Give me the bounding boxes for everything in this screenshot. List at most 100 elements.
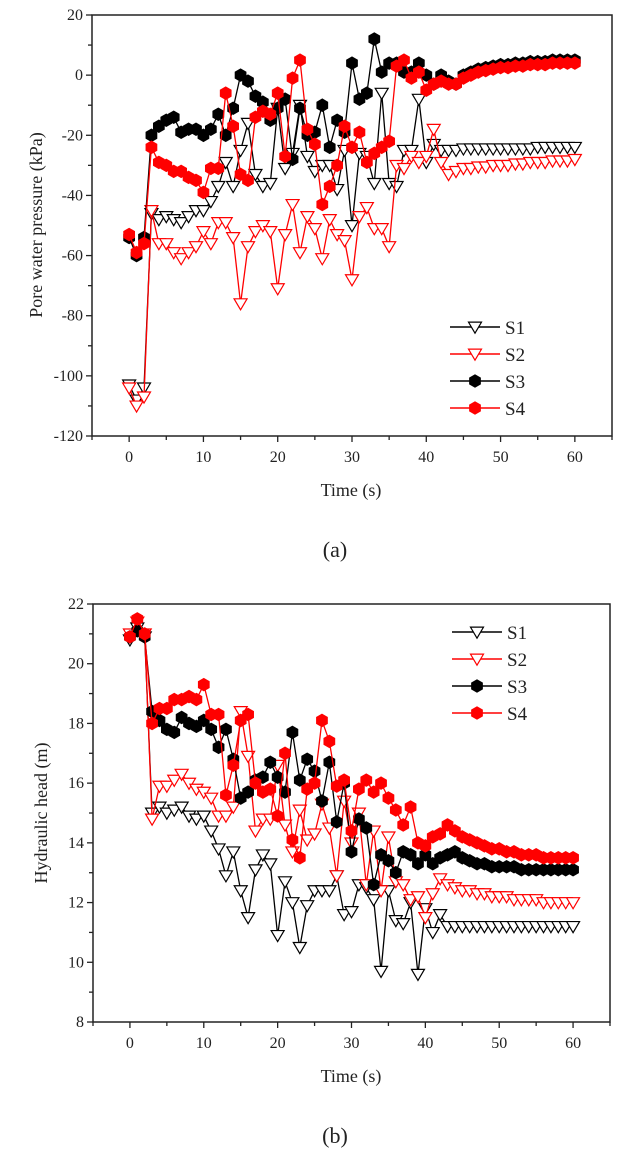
data-point (286, 71, 299, 85)
legend-label: S1 (505, 318, 525, 339)
data-point (389, 803, 402, 817)
data-point (279, 149, 292, 164)
x-tick-label: 0 (126, 1035, 134, 1052)
series-layer (122, 612, 581, 982)
data-point (418, 150, 434, 164)
data-point (255, 180, 271, 194)
legend-item-s2: S2 (452, 650, 527, 671)
y-tick-label: 8 (76, 1014, 84, 1031)
data-point (397, 818, 410, 832)
x-tick-label: 30 (344, 1035, 360, 1052)
data-point (360, 773, 373, 787)
data-point (292, 941, 308, 955)
y-tick-label: 20 (68, 656, 84, 673)
data-point (242, 785, 254, 799)
data-point (158, 238, 174, 251)
data-point (299, 900, 315, 913)
data-point (143, 204, 159, 218)
data-point (225, 846, 241, 860)
data-point (247, 226, 263, 239)
y-axis-title: Hydraulic head (m) (31, 743, 52, 884)
data-point (411, 156, 427, 170)
data-point (145, 140, 158, 155)
legend-marker-hexagon-icon (469, 401, 481, 415)
data-point (131, 612, 144, 626)
data-point (196, 810, 212, 824)
data-point (167, 110, 180, 125)
panel-label-b: (b) (322, 1123, 348, 1148)
data-point (331, 158, 344, 173)
y-tick-label: -40 (62, 187, 83, 204)
data-point (188, 241, 204, 254)
data-point (197, 677, 210, 692)
data-point (568, 56, 581, 70)
data-point (299, 150, 315, 164)
data-point (203, 792, 219, 806)
x-tick-label: 50 (493, 449, 509, 466)
data-point (159, 807, 175, 821)
data-point (441, 168, 457, 182)
data-point (247, 825, 264, 839)
data-point (293, 851, 306, 865)
data-point (426, 123, 442, 137)
data-point (345, 824, 358, 838)
data-point (338, 119, 351, 134)
data-point (382, 853, 395, 868)
legend-marker-triangle-icon (469, 653, 485, 667)
data-point (411, 93, 427, 107)
data-point (293, 773, 306, 787)
data-point (218, 810, 234, 824)
data-point (308, 776, 321, 790)
data-point (210, 180, 226, 194)
x-axis-title: Time (s) (321, 480, 382, 501)
data-point (307, 223, 323, 236)
data-point (284, 846, 300, 860)
data-point (264, 782, 277, 796)
data-point (240, 750, 256, 764)
x-tick-label: 40 (418, 449, 434, 466)
data-point (277, 819, 293, 833)
chart-panel-b: 0 10 20 30 40 50 60 8 10 12 14 16 18 20 22 S1 S2 S3 S4 Ti… (31, 596, 611, 1148)
data-point (299, 211, 315, 224)
data-point (294, 53, 306, 67)
data-point (220, 722, 232, 737)
legend-marker-triangle-icon (467, 321, 483, 335)
data-point (567, 141, 583, 155)
data-point (138, 236, 150, 251)
data-point (425, 888, 441, 901)
data-point (346, 56, 358, 70)
data-point (212, 161, 225, 176)
x-tick-label: 50 (491, 1035, 507, 1052)
data-point (173, 217, 189, 230)
series-s3 (124, 624, 579, 892)
data-point (346, 140, 358, 155)
data-point (159, 780, 175, 794)
series-s4 (124, 612, 579, 865)
data-point (432, 909, 448, 922)
data-point (368, 32, 381, 46)
data-point (195, 204, 211, 218)
data-point (398, 53, 410, 67)
data-point (173, 253, 189, 266)
data-point (205, 722, 218, 737)
data-point (145, 128, 158, 143)
data-point (166, 774, 182, 788)
x-tick-label: 10 (196, 1035, 212, 1052)
data-point (240, 912, 256, 925)
data-point (410, 891, 426, 904)
legend-item-s3: S3 (450, 372, 525, 393)
data-point (240, 241, 256, 254)
data-point (412, 856, 424, 871)
data-point (374, 223, 390, 236)
y-tick-label: -100 (54, 368, 83, 385)
data-point (129, 400, 145, 414)
y-tick-label: 0 (75, 67, 83, 84)
data-point (225, 232, 241, 245)
data-point (316, 794, 328, 808)
data-point (151, 214, 167, 227)
data-point (404, 800, 417, 814)
data-point (344, 220, 360, 233)
y-tick-label: 12 (68, 895, 84, 912)
data-point (323, 140, 336, 155)
legend-label: S1 (507, 623, 527, 644)
